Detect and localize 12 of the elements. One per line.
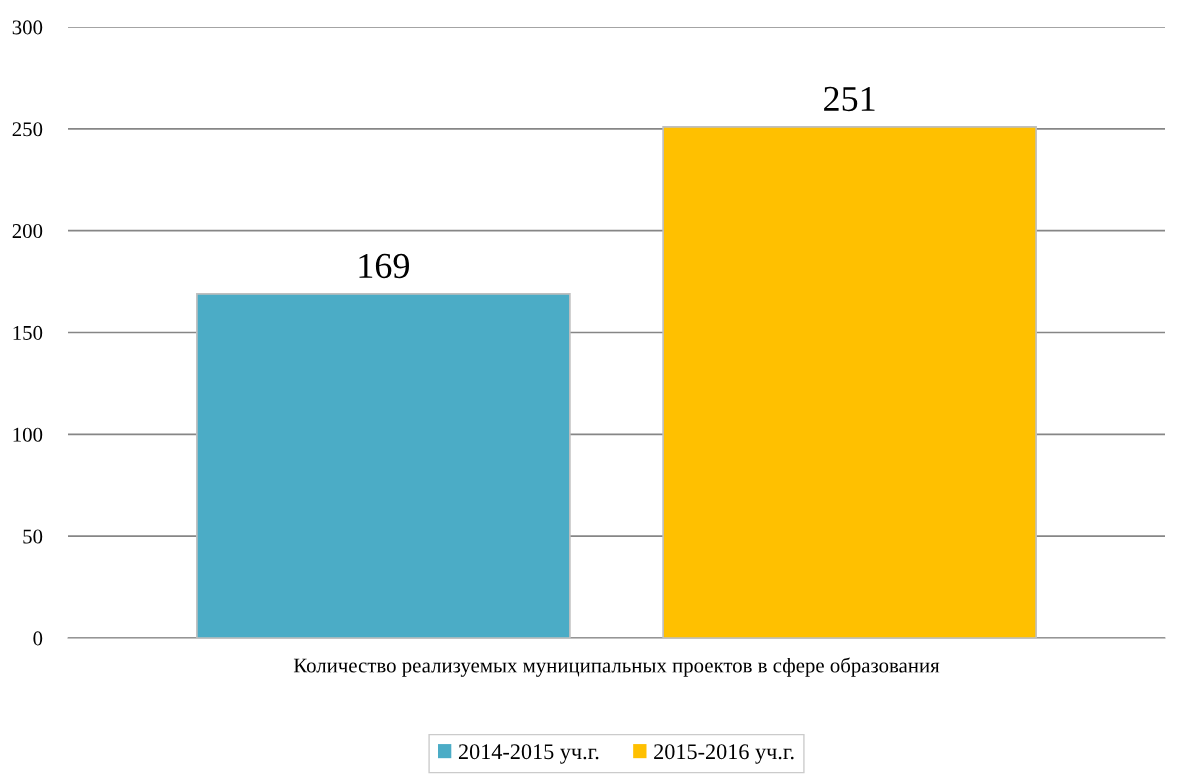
y-tick-label: 100 bbox=[13, 427, 43, 442]
data-label: 169 bbox=[359, 253, 409, 279]
y-tick-label: 200 bbox=[12, 224, 43, 239]
y-tick-label: 0 bbox=[33, 631, 43, 646]
y-tick-label: 300 bbox=[12, 20, 43, 35]
y-tick-label: 50 bbox=[23, 529, 43, 544]
legend-label: 2014-2015 уч.г. bbox=[458, 744, 599, 764]
y-tick-label: 150 bbox=[13, 325, 43, 340]
y-tick-label: 250 bbox=[12, 122, 43, 137]
legend-label: 2015-2016 уч.г. bbox=[654, 744, 794, 764]
data-label: 251 bbox=[824, 86, 875, 112]
x-tick-label: Количество реализуемых муниципальных проектов в сфере образования bbox=[293, 657, 940, 677]
